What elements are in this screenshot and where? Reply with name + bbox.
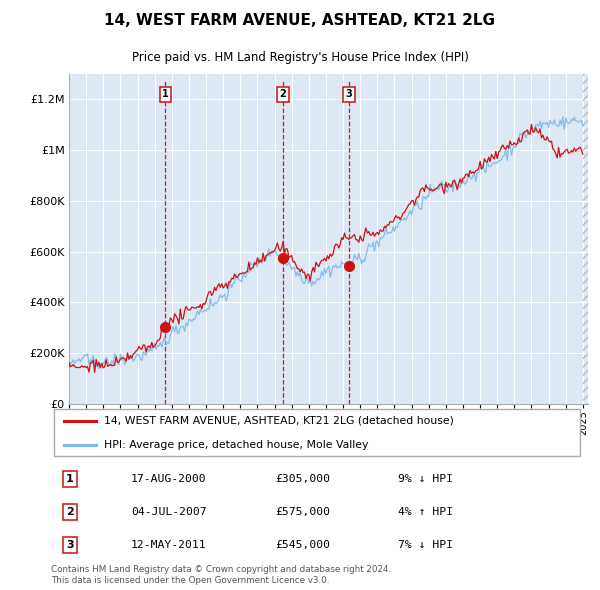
Text: 12-MAY-2011: 12-MAY-2011 <box>131 540 207 550</box>
Text: 1: 1 <box>162 89 169 99</box>
Text: Price paid vs. HM Land Registry's House Price Index (HPI): Price paid vs. HM Land Registry's House … <box>131 51 469 64</box>
Text: £575,000: £575,000 <box>275 507 330 517</box>
Text: 9% ↓ HPI: 9% ↓ HPI <box>398 474 453 484</box>
Bar <box>583 74 588 404</box>
Text: Contains HM Land Registry data © Crown copyright and database right 2024.
This d: Contains HM Land Registry data © Crown c… <box>51 565 391 585</box>
Text: £305,000: £305,000 <box>275 474 330 484</box>
Text: 4% ↑ HPI: 4% ↑ HPI <box>398 507 453 517</box>
Text: 7% ↓ HPI: 7% ↓ HPI <box>398 540 453 550</box>
Text: 14, WEST FARM AVENUE, ASHTEAD, KT21 2LG (detached house): 14, WEST FARM AVENUE, ASHTEAD, KT21 2LG … <box>104 416 454 426</box>
Text: 3: 3 <box>66 540 74 550</box>
Text: 2: 2 <box>66 507 74 517</box>
Text: 17-AUG-2000: 17-AUG-2000 <box>131 474 207 484</box>
Text: 14, WEST FARM AVENUE, ASHTEAD, KT21 2LG: 14, WEST FARM AVENUE, ASHTEAD, KT21 2LG <box>104 13 496 28</box>
Text: 04-JUL-2007: 04-JUL-2007 <box>131 507 207 517</box>
FancyBboxPatch shape <box>53 408 580 457</box>
Text: 2: 2 <box>280 89 286 99</box>
Text: £545,000: £545,000 <box>275 540 330 550</box>
Text: 1: 1 <box>66 474 74 484</box>
Text: 3: 3 <box>346 89 353 99</box>
Text: HPI: Average price, detached house, Mole Valley: HPI: Average price, detached house, Mole… <box>104 440 369 450</box>
